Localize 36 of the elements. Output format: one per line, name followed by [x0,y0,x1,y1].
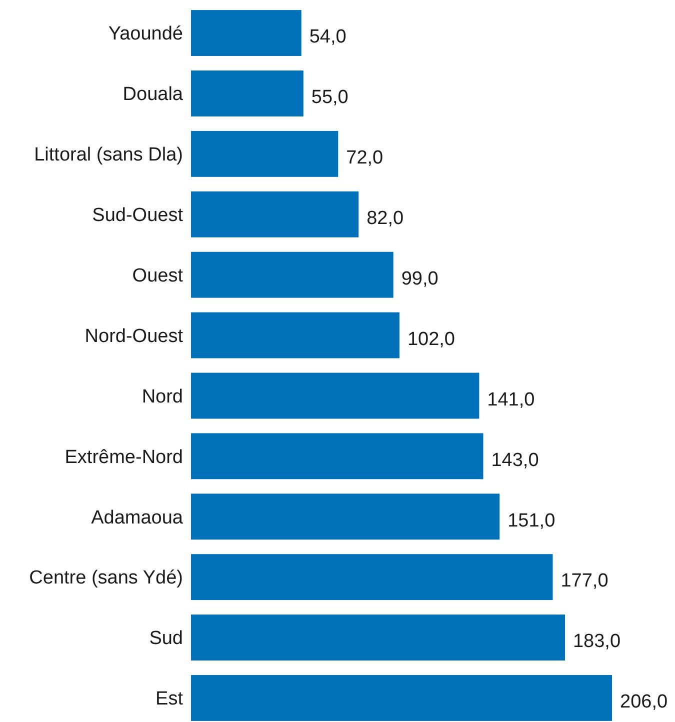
bar [191,10,302,56]
y-tick-label: Sud [149,628,183,650]
data-label: 102,0 [407,328,456,350]
y-tick-label: Nord [142,386,183,408]
data-label: 183,0 [572,631,621,652]
data-label: 151,0 [508,510,556,532]
data-label: 143,0 [491,450,539,471]
bar [191,675,612,721]
bar [191,494,500,540]
y-tick-label: Ouest [132,265,184,286]
y-tick-label: Est [156,688,184,710]
bar [191,70,304,116]
y-tick-label: Yaoundé [108,24,183,45]
y-tick-label: Littoral (sans Dla) [34,144,183,166]
bar [191,554,553,600]
data-label: 206,0 [620,692,668,713]
data-label: 99,0 [401,268,438,290]
data-label: 177,0 [560,570,608,592]
bar [191,614,565,661]
y-tick-label: Douala [122,84,184,106]
bar [191,433,484,480]
data-label: 72,0 [346,148,384,169]
y-tick-label: Nord-Ouest [84,326,184,347]
y-tick-label: Sud-Ouest [92,205,184,226]
bar [191,252,394,298]
bar [191,130,338,177]
y-tick-label: Centre (sans Ydé) [29,568,183,589]
bar [191,372,480,419]
bar [191,191,359,238]
y-tick-label: Extrême-Nord [64,446,183,468]
data-label: 82,0 [366,208,404,230]
data-label: 141,0 [487,389,535,410]
y-tick-label: Adamaoua [91,507,184,528]
bar [191,312,400,358]
data-label: 55,0 [311,87,348,108]
data-label: 54,0 [309,26,346,48]
